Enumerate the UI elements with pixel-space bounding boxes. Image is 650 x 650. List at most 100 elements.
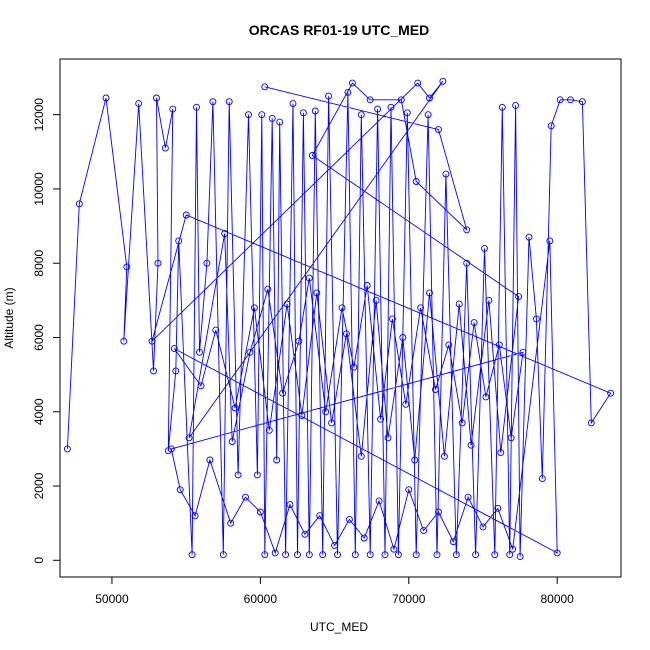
data-point [374,105,382,113]
data-point [452,551,460,559]
y-tick-label: 6000 [32,324,46,351]
y-axis-label: Altitude (m) [2,287,16,348]
data-point [546,237,554,245]
data-point [381,551,389,559]
data-point [268,114,276,122]
data-point [301,530,309,538]
data-point [102,94,110,102]
data-point [412,551,420,559]
data-point [498,103,506,111]
data-point [191,512,199,520]
data-point [276,118,284,126]
data-point [305,274,313,282]
data-point [556,96,564,104]
data-point [148,337,156,345]
data-point [357,111,365,119]
data-point [313,289,321,297]
data-point [481,244,488,252]
data-point [123,263,131,271]
data-point [442,170,450,178]
data-point [225,98,233,106]
data-point [512,101,520,109]
data-point [265,426,273,434]
data-point [366,551,374,559]
plot-area [63,77,615,561]
data-point [363,282,371,289]
data-point [261,551,269,559]
data-point [172,367,180,375]
data-point [525,233,533,241]
data-point [299,109,307,117]
data-point [334,551,341,559]
y-tick-label: 2000 [32,472,46,499]
data-point [432,386,439,393]
data-point [464,493,472,501]
data-point [440,452,448,460]
data-point [455,300,463,308]
data-point [405,486,413,494]
data-point [506,551,514,559]
data-point [197,382,205,390]
data-point [345,515,353,523]
data-point [449,538,457,546]
data-point [538,475,546,483]
data-point [256,508,264,516]
data-point [308,152,316,159]
data-point [231,404,239,412]
data-point [485,296,493,304]
data-point [482,393,490,401]
data-point [242,493,249,501]
y-tick-label: 4000 [32,398,46,425]
data-point [169,105,177,113]
data-point [351,551,359,559]
data-point [342,330,350,338]
data-point [547,122,555,130]
data-point [414,79,422,87]
data-point [394,551,402,559]
data-point [470,319,478,327]
data-point [607,389,615,397]
data-point [331,541,339,549]
data-point [516,553,524,561]
data-point [212,326,220,334]
data-point [348,79,356,87]
data-point [435,508,442,516]
data-point [344,88,352,96]
data-point [228,438,236,445]
data-point [491,551,499,559]
y-tick-label: 0 [32,557,46,564]
data-point [420,527,428,535]
x-tick-label: 80000 [540,592,574,606]
data-point [253,471,261,479]
data-point [185,434,193,442]
data-point [298,412,306,419]
data-point [360,534,368,542]
data-point [519,348,527,356]
data-point [328,419,336,427]
data-point [494,504,502,512]
data-point [366,96,374,104]
data-point [305,551,313,559]
y-tick-label: 10000 [32,172,46,206]
data-point [445,341,453,349]
data-point [509,545,517,553]
chart-title: ORCAS RF01-19 UTC_MED [249,22,429,38]
data-point [209,98,217,106]
data-point [271,549,279,557]
data-point [375,497,383,505]
data-point [203,259,211,267]
data-point [135,100,143,108]
y-tick-label: 12000 [32,98,46,132]
data-point [412,178,420,185]
data-point [463,226,471,234]
data-point [295,337,303,345]
data-point [234,471,242,479]
data-point [261,83,269,91]
data-point [467,441,475,449]
data-point [439,77,447,85]
data-point [273,456,281,464]
y-tick-label: 8000 [32,250,46,277]
y-axis: 0 2000 4000 6000 8000 10000 12000 [32,98,60,564]
data-point [196,348,203,356]
